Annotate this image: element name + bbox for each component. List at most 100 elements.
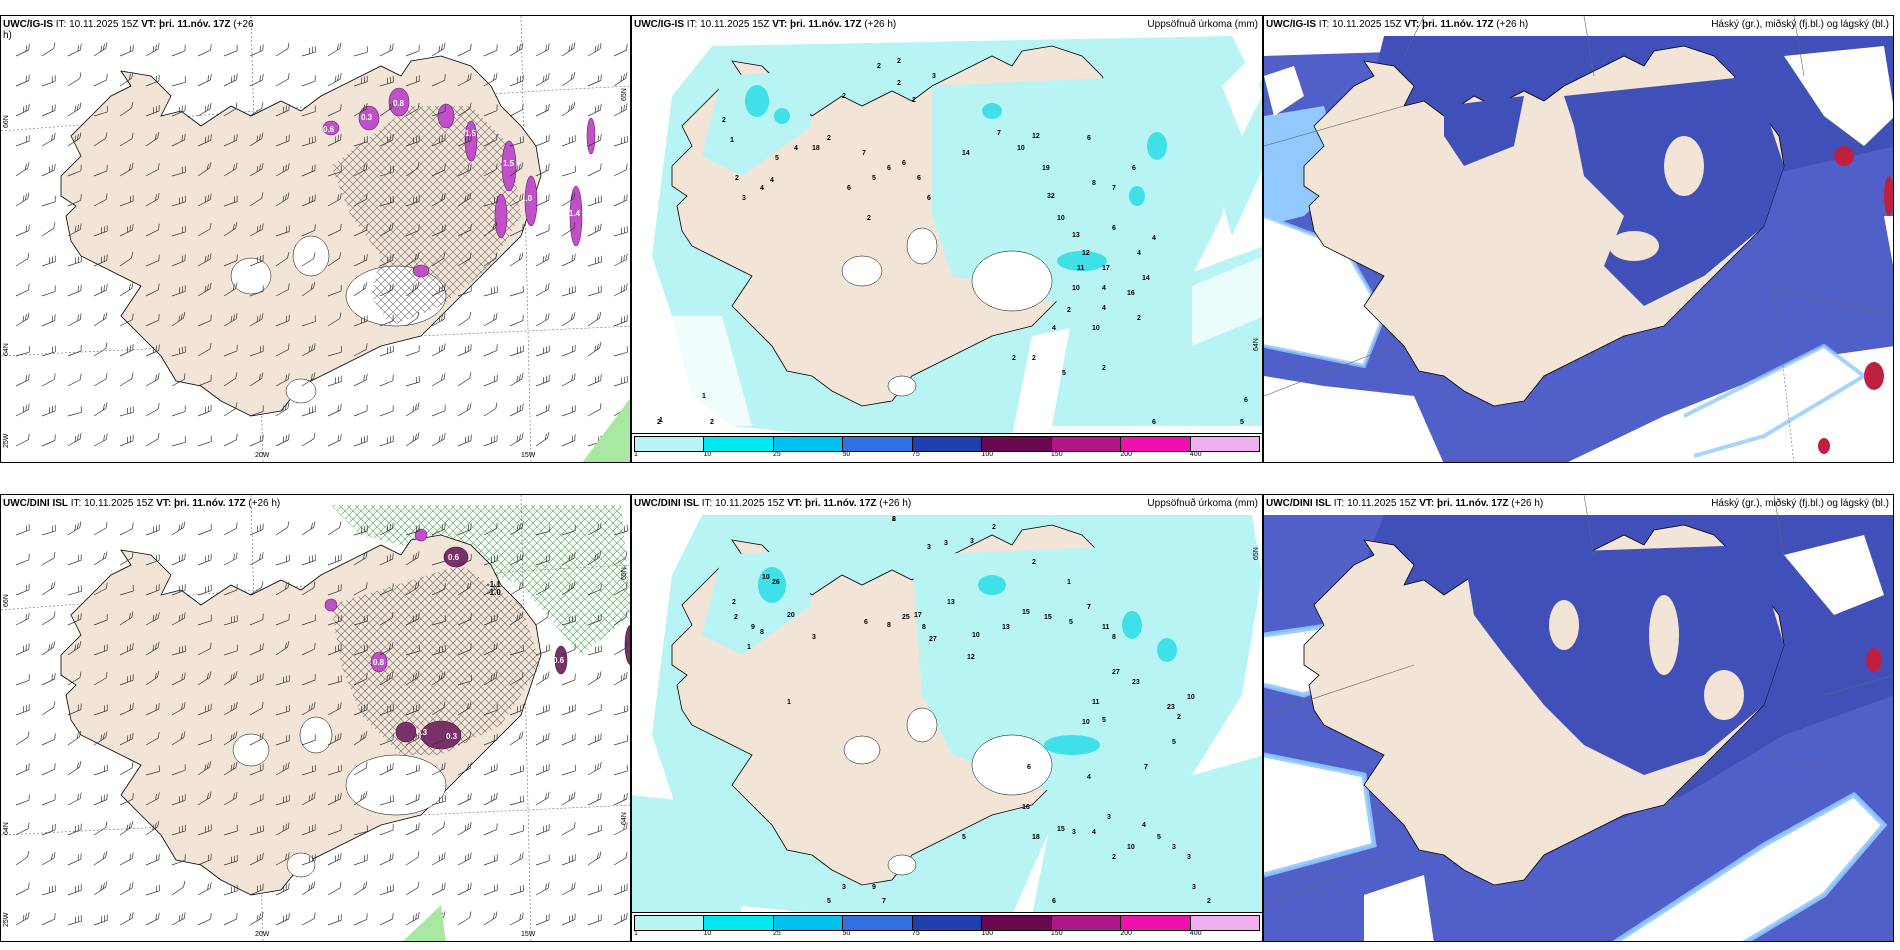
wind-barb [197, 882, 212, 896]
wind-barb [431, 404, 446, 417]
wind-barb [535, 103, 550, 117]
wind-barb [67, 373, 82, 387]
wind-barb [223, 522, 238, 536]
model-name: UWC/IG-IS [3, 19, 53, 30]
wind-barb [379, 762, 394, 776]
precip-value: 3 [1187, 854, 1191, 861]
wind-barb [483, 614, 498, 626]
wind-barb [15, 252, 30, 267]
wind-barb [535, 163, 550, 177]
colorbar-swatch [704, 437, 774, 451]
wind-barb [327, 732, 342, 746]
wind-barb [301, 315, 316, 327]
wind-barb [379, 314, 394, 327]
wind-barb [93, 851, 108, 866]
wind-barb [561, 791, 576, 806]
precip-value: 8 [892, 516, 896, 523]
wind-barb [15, 192, 30, 207]
wind-barb [561, 822, 576, 836]
precip-value: 6 [864, 619, 868, 626]
wind-barb [379, 165, 394, 177]
wind-barb [587, 312, 602, 327]
precip-value: 2 [1112, 854, 1116, 861]
wind-barb [223, 44, 238, 57]
precip-value: 13 [1002, 624, 1010, 631]
wind-barb [327, 346, 342, 357]
wind-barb [353, 913, 368, 926]
wind-barb [145, 223, 160, 237]
wind-barb [587, 285, 602, 297]
wind-barb [457, 134, 472, 147]
wind-barb [483, 554, 498, 566]
wind-barb [379, 435, 394, 447]
wind-barb [301, 432, 316, 447]
wind-barb [119, 344, 134, 357]
wind-barb [483, 374, 498, 387]
wind-barb [587, 792, 602, 806]
wind-barb [353, 762, 368, 776]
wind-barb [301, 673, 316, 686]
wind-barb [379, 75, 394, 87]
wind-barb [535, 312, 550, 327]
precip-value: 14 [962, 150, 970, 157]
wind-barb [15, 224, 30, 237]
precip-value: 3 [944, 540, 948, 547]
wind-barb [561, 135, 576, 147]
precip-value: 6 [887, 165, 891, 172]
colorbar-label: 100 [981, 451, 994, 458]
wind-barb [561, 42, 576, 57]
wind-barb [67, 521, 82, 536]
wind-barb [431, 224, 446, 237]
wind-barb [197, 734, 212, 746]
lat-label: 25W [3, 433, 10, 448]
wind-barb [327, 312, 342, 327]
precip-value: 14 [1142, 275, 1150, 282]
precip-value: 5 [1102, 717, 1106, 724]
wind-barb [249, 763, 264, 776]
wind-barb [275, 343, 290, 357]
wind-barb [509, 162, 524, 177]
wind-barb [197, 703, 212, 716]
lat-label-right: 64N [621, 812, 628, 825]
wind-barb [457, 311, 472, 327]
wind-barb [67, 823, 82, 836]
wind-barb [327, 104, 342, 117]
precip-value: 4 [1102, 305, 1106, 312]
wind-barb [93, 793, 108, 806]
wind-barb [561, 643, 576, 656]
precip-value: 10 [1092, 325, 1100, 332]
wind-barb [93, 73, 108, 87]
wind-barb [327, 133, 342, 147]
wind-barb [587, 671, 602, 686]
wind-barb [145, 254, 160, 267]
precip-value: 20 [787, 612, 795, 619]
model-name: UWC/DINI ISL [1266, 498, 1331, 509]
precip-value: 2 [722, 117, 726, 124]
wind-barb [587, 851, 602, 866]
precip-value: 2 [912, 97, 916, 104]
wind-barb [171, 672, 186, 686]
wind-barb [171, 104, 186, 117]
colorbar-swatch [843, 916, 913, 930]
wind-barb [353, 163, 368, 177]
wind-barb [509, 372, 524, 387]
lead-time: (+26 h) [248, 498, 281, 509]
wind-barb [249, 702, 264, 716]
wind-barb [275, 794, 290, 806]
wind-barb [431, 523, 446, 536]
wind-barb [457, 822, 472, 836]
wind-barb [15, 74, 30, 87]
wind-barb [483, 402, 498, 417]
wind-barb [249, 312, 264, 327]
precip-value: 11 [1102, 624, 1110, 631]
wind-barb [353, 731, 368, 746]
wind-barb [41, 581, 56, 596]
colorbar-label: 100 [981, 930, 994, 937]
wind-barb [119, 251, 134, 267]
wind-barb [509, 403, 524, 417]
wind-barb [119, 761, 134, 776]
wind-barb [327, 521, 342, 536]
wind-barb [483, 704, 498, 716]
colorbar-label: 150 [1050, 451, 1063, 458]
wind-barb [379, 374, 394, 387]
